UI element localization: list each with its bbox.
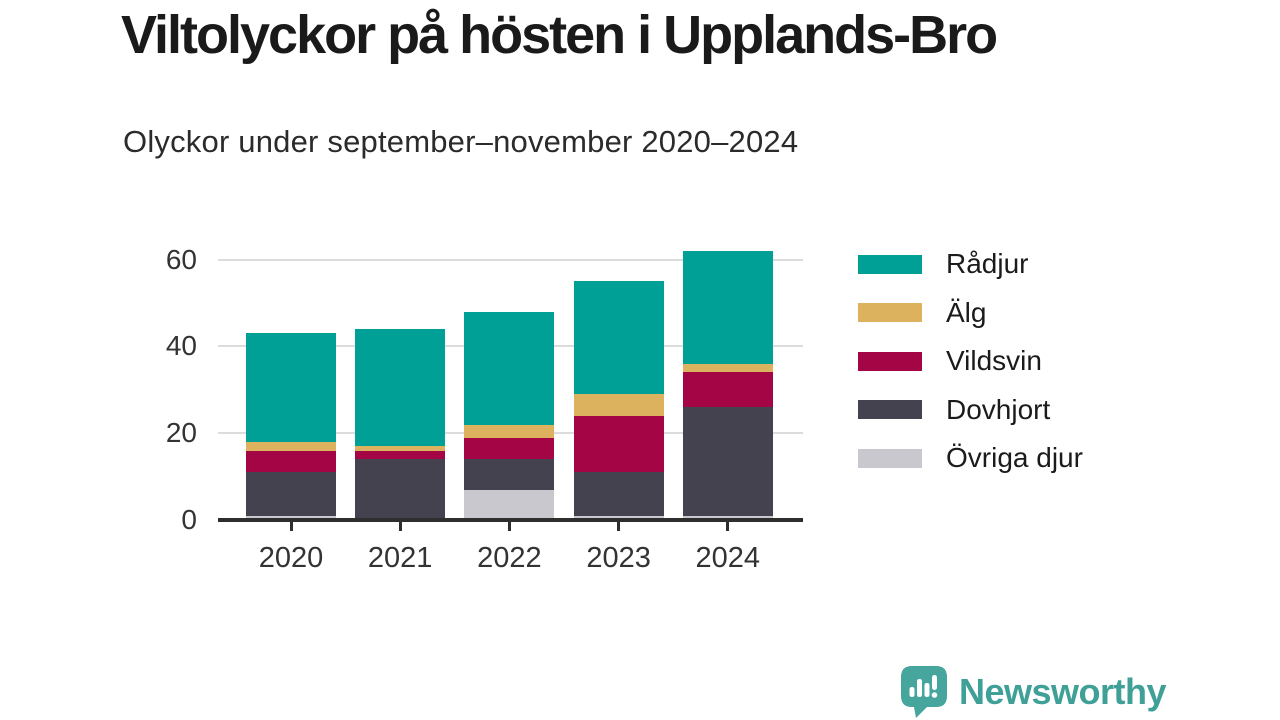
legend-label: Rådjur — [946, 248, 1029, 279]
segment-rådjur — [464, 311, 555, 425]
x-tick — [398, 522, 402, 531]
segment-övriga-djur — [682, 515, 773, 520]
segment-vildsvin — [682, 372, 773, 408]
chart-subtitle: Olyckor under september–november 2020–20… — [123, 124, 799, 159]
legend-item-övriga-djur: Övriga djur — [858, 442, 1083, 474]
segment-älg — [573, 394, 664, 416]
y-tick-label: 20 — [165, 417, 197, 449]
x-tick-label: 2024 — [695, 542, 761, 574]
segment-älg — [246, 441, 336, 451]
segment-rådjur — [355, 329, 446, 447]
x-tick-label: 2020 — [258, 542, 324, 574]
segment-övriga-djur — [246, 515, 336, 520]
segment-rådjur — [573, 281, 664, 395]
segment-älg — [682, 363, 773, 373]
segment-vildsvin — [246, 450, 336, 473]
legend-item-rådjur: Rådjur — [858, 248, 1028, 280]
bar-2020 — [246, 333, 336, 520]
segment-övriga-djur — [573, 515, 664, 520]
legend-item-dovhjort: Dovhjort — [858, 394, 1050, 426]
segment-övriga-djur — [464, 489, 555, 520]
legend-item-älg: Älg — [858, 297, 986, 329]
segment-dovhjort — [355, 459, 446, 520]
segment-vildsvin — [573, 415, 664, 473]
segment-dovhjort — [464, 459, 555, 490]
y-tick-label: 0 — [181, 504, 197, 535]
x-tick-label: 2023 — [586, 542, 651, 574]
segment-dovhjort — [246, 472, 336, 516]
x-tick — [726, 522, 730, 531]
newsworthy-chart-bubble-icon — [901, 666, 947, 718]
gridline-60 — [218, 258, 803, 261]
x-tick — [289, 522, 293, 531]
x-tick — [507, 522, 511, 531]
chart-title: Viltolyckor på hösten i Upplands-Bro — [121, 5, 998, 65]
legend-label: Vildsvin — [946, 345, 1042, 376]
segment-rådjur — [682, 250, 773, 364]
legend-swatch — [858, 351, 922, 371]
x-tick-label: 2021 — [367, 542, 433, 574]
x-tick — [617, 522, 621, 531]
y-tick-label: 40 — [165, 330, 197, 362]
legend-label: Älg — [946, 296, 987, 328]
legend-label: Dovhjort — [946, 393, 1051, 425]
legend-item-vildsvin: Vildsvin — [858, 345, 1042, 377]
segment-vildsvin — [464, 437, 555, 460]
segment-rådjur — [246, 333, 336, 442]
segment-älg — [464, 424, 555, 438]
segment-älg — [355, 446, 446, 451]
bar-2022 — [464, 311, 555, 520]
segment-vildsvin — [355, 450, 446, 460]
newsworthy-wordmark: Newsworthy — [959, 671, 1167, 712]
legend-swatch — [858, 303, 922, 322]
segment-dovhjort — [682, 407, 773, 516]
legend-swatch — [858, 400, 922, 419]
legend-label: Övriga djur — [946, 442, 1083, 473]
bar-2023 — [573, 281, 664, 520]
x-axis-line — [218, 518, 803, 522]
y-tick-label: 60 — [165, 243, 197, 275]
segment-dovhjort — [573, 472, 664, 516]
x-tick-label: 2022 — [477, 542, 542, 574]
legend-swatch — [858, 448, 922, 468]
bar-2021 — [355, 329, 446, 520]
newsworthy-logo: Newsworthy — [901, 666, 1167, 718]
bar-2024 — [682, 250, 773, 520]
legend-swatch — [858, 254, 922, 274]
